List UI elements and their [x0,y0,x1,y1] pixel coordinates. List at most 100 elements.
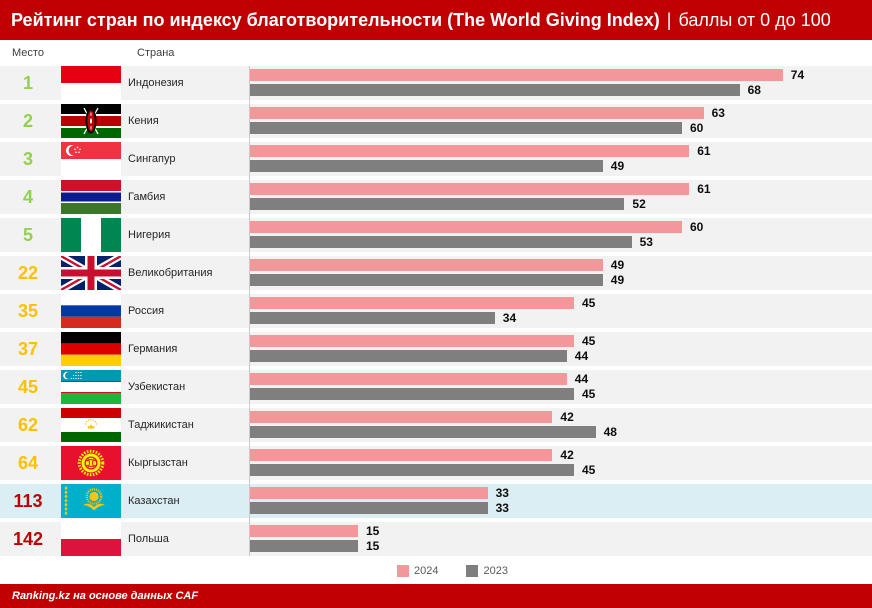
country-name: Германия [128,343,178,355]
rank-number: 142 [12,529,44,549]
bar-2023 [250,198,625,210]
flag-poland-icon [61,522,121,556]
table-row: 62 Таджикистан 42 48 [0,408,872,442]
value-label-2023: 49 [610,273,625,287]
table-row: 35 Россия 45 34 [0,294,872,328]
country-name: Казахстан [128,495,180,507]
table-row: 5 Нигерия 60 53 [0,218,872,252]
bar-2023 [250,84,740,96]
rank-number: 37 [17,339,39,359]
bar-2023 [250,274,603,286]
flag-tajikistan-icon [61,408,121,442]
table-row: 22 Великобритания 49 49 [0,256,872,290]
table-row: 64 Кыргызстан 42 45 [0,446,872,480]
flag-indonesia-icon [61,66,121,100]
table-row: 142 Польша 15 15 [0,522,872,556]
bar-2024 [250,525,358,537]
rank-number: 5 [22,225,33,245]
value-label-2023: 68 [747,83,761,97]
rank-number: 3 [22,149,33,169]
legend-label-2023: 2023 [483,565,508,577]
page-subtitle: баллы от 0 до 100 [678,9,831,30]
value-label-2024: 49 [610,258,625,272]
bar-2024 [250,259,603,271]
rank-number: 1 [22,73,33,93]
country-name: Великобритания [128,267,213,279]
rank-number: 35 [17,301,39,321]
rank-number: 64 [17,453,39,473]
table-row: 4 Гамбия 61 52 [0,180,872,214]
bar-2024 [250,183,690,195]
bar-2024 [250,411,553,423]
bar-2023 [250,122,682,134]
bar-2023 [250,388,574,400]
bar-2024 [250,107,704,119]
rank-number: 62 [17,415,39,435]
table-row: 45 Узбекистан 44 45 [0,370,872,404]
value-label-2023: 34 [502,311,517,325]
table-row: 1 Индонезия 74 68 [0,66,872,100]
value-label-2024: 61 [697,144,711,158]
country-name: Кыргызстан [128,457,188,469]
value-label-2024: 61 [697,182,711,196]
value-label-2024: 15 [366,524,380,538]
value-label-2023: 45 [582,463,596,477]
flag-gambia-icon [61,180,121,214]
table-row: 2 Кения 63 60 [0,104,872,138]
table-row: 37 Германия 45 44 [0,332,872,366]
value-label-2024: 45 [582,334,596,348]
rank-number: 22 [17,263,39,283]
value-label-2023: 60 [690,121,704,135]
flag-russia-icon [61,294,121,328]
title-separator: | [666,9,672,30]
flag-singapore-icon [61,142,121,176]
country-name: Россия [128,305,165,317]
value-label-2024: 74 [790,68,805,82]
table-row: 113 Казахстан 33 33 [0,484,872,518]
bar-2024 [250,297,574,309]
value-label-2024: 45 [582,296,596,310]
value-label-2024: 33 [495,486,509,500]
flag-kazakhstan-icon [61,484,121,518]
legend-swatch-2024 [397,565,409,577]
column-header-rank: Место [12,47,44,59]
bar-2023 [250,464,574,476]
bar-2023 [250,236,632,248]
country-name: Узбекистан [128,381,186,393]
axis-divider [249,66,250,556]
rank-number: 2 [22,111,33,131]
column-header-country: Страна [137,47,175,59]
country-name: Таджикистан [128,419,194,431]
bar-2023 [250,540,358,552]
header-title-group: Рейтинг стран по индексу благотворительн… [11,0,831,40]
value-label-2024: 60 [690,220,704,234]
value-label-2023: 44 [574,349,589,363]
bar-2023 [250,426,596,438]
page-title: Рейтинг стран по индексу благотворительн… [11,9,660,30]
flag-kenya-icon [61,104,121,138]
value-label-2024: 63 [711,106,725,120]
legend: 2024 2023 [397,564,536,578]
bar-2023 [250,312,495,324]
bar-2023 [250,502,488,514]
bar-2024 [250,221,682,233]
bar-2024 [250,487,488,499]
source-note: Ranking.kz на основе данных CAF [12,590,199,602]
bar-2023 [250,350,567,362]
flag-kyrgyzstan-icon [61,446,121,480]
value-label-2023: 52 [632,197,646,211]
flag-germany-icon [61,332,121,366]
value-label-2023: 15 [366,539,380,553]
country-name: Сингапур [128,153,176,165]
country-name: Кения [128,115,159,127]
page-header: Рейтинг стран по индексу благотворительн… [0,0,872,40]
value-label-2023: 49 [610,159,625,173]
legend-item-2023: 2023 [466,565,508,577]
rank-number: 4 [22,187,33,207]
value-label-2023: 53 [639,235,653,249]
country-name: Индонезия [128,77,184,89]
value-label-2023: 45 [582,387,596,401]
bar-2024 [250,449,553,461]
bar-2024 [250,335,574,347]
